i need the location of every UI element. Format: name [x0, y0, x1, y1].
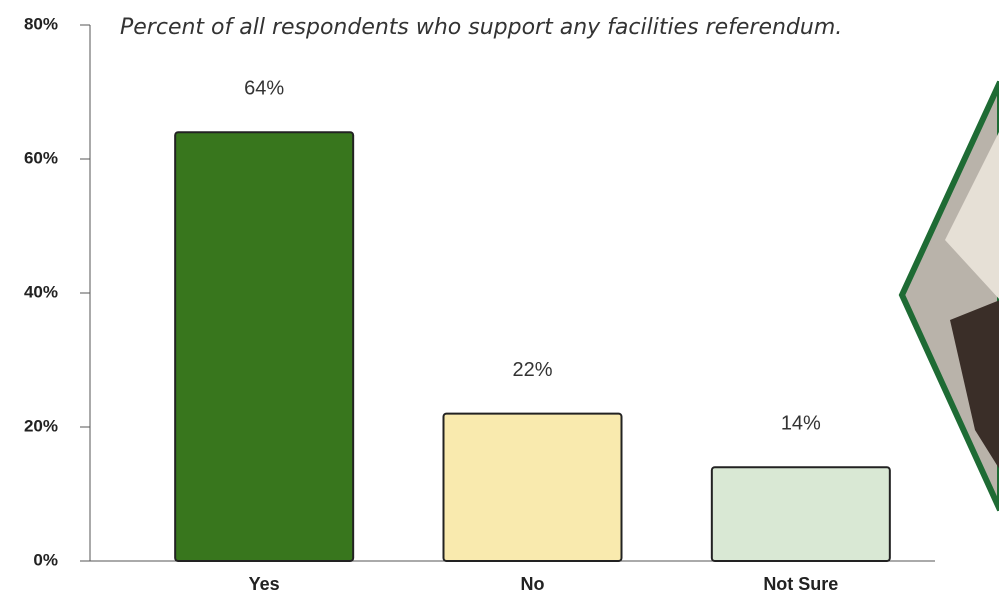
photo-detail	[945, 132, 999, 299]
value-label: 14%	[781, 412, 821, 434]
y-tick-label: 40%	[24, 282, 58, 301]
bar	[710, 466, 891, 563]
photo-detail	[950, 300, 999, 469]
value-label: 22%	[512, 359, 552, 381]
chart-title: Percent of all respondents who support a…	[120, 15, 842, 40]
bar	[174, 131, 355, 562]
y-tick-label: 20%	[24, 416, 58, 435]
x-tick-label: No	[521, 574, 545, 594]
x-tick-label: Not Sure	[763, 574, 838, 594]
bar	[442, 412, 623, 562]
photo-frame	[898, 80, 999, 512]
x-tick-label: Yes	[249, 574, 280, 594]
value-label: 64%	[244, 77, 284, 99]
y-tick-label: 60%	[24, 148, 58, 167]
y-tick-label: 80%	[24, 14, 58, 33]
y-tick-label: 0%	[33, 550, 58, 569]
